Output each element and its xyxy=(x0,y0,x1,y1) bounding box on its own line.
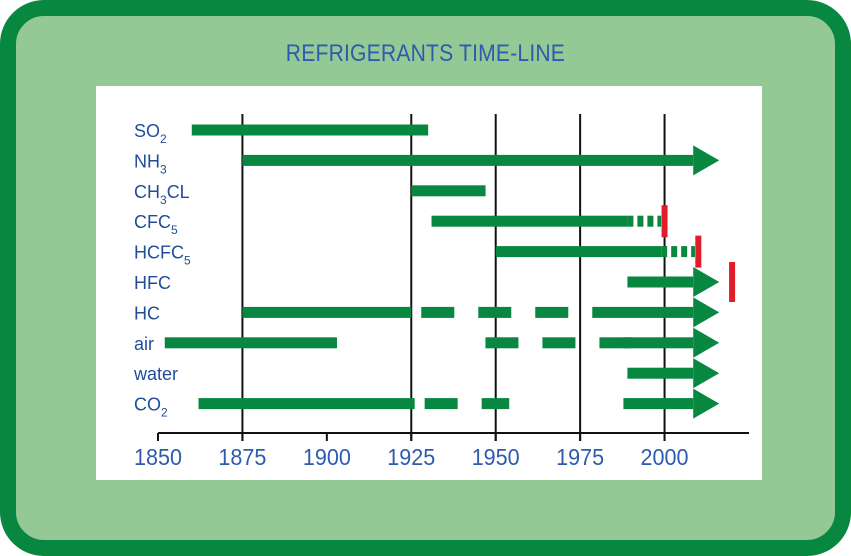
row-cfc5-bar-solid xyxy=(431,215,628,227)
row-co2-arrow-head xyxy=(693,388,720,419)
row-hfc-arrow-head xyxy=(693,267,720,297)
row-hcfc5-label: HCFC5 xyxy=(134,243,191,268)
row-hcfc5-bar-dash xyxy=(691,246,695,258)
row-label-subscript: 3 xyxy=(160,162,167,176)
row-label-main: air xyxy=(134,334,154,354)
row-label-main: water xyxy=(133,364,178,384)
row-air-bar-tail xyxy=(623,337,694,349)
row-nh3-bar-solid xyxy=(242,154,694,166)
row-cfc5-phaseout-marker xyxy=(661,205,668,238)
row-water-label: water xyxy=(133,364,178,384)
row-cfc5-bar-dash xyxy=(657,215,662,227)
chart-title: REFRIGERANTS TIME-LINE xyxy=(285,40,566,67)
x-tick-label-2000: 2000 xyxy=(641,444,689,470)
row-air-bar-dash xyxy=(485,337,519,349)
row-hcfc5-bar-dash xyxy=(681,246,688,258)
row-hcfc5-bar-dash xyxy=(661,246,668,258)
row-label-main: CO xyxy=(134,395,161,415)
row-label-main: HCFC xyxy=(134,243,184,263)
row-co2-label: CO2 xyxy=(134,395,168,420)
row-hc-bar-dash xyxy=(535,306,569,318)
row-label-main: CFC xyxy=(134,212,171,232)
row-water-arrow-head xyxy=(693,358,720,389)
row-air-bar-solid xyxy=(164,337,337,349)
row-ch3-cl-bar-solid xyxy=(411,185,486,197)
row-air-label: air xyxy=(134,334,154,354)
row-label-subscript: 5 xyxy=(171,223,178,237)
row-hc-bar-solid xyxy=(242,306,412,318)
row-label-subscript: 5 xyxy=(184,254,191,268)
row-label-subscript: 2 xyxy=(161,406,168,420)
row-hc-bar-tail xyxy=(623,306,694,318)
x-tick-label-1975: 1975 xyxy=(556,444,604,470)
row-label-suffix: CL xyxy=(167,182,190,202)
row-cfc5-bar-dash xyxy=(627,215,634,227)
x-tick-label-1950: 1950 xyxy=(472,444,520,470)
row-hc-bar-dash xyxy=(592,306,626,318)
row-co2-bar-dash xyxy=(424,398,458,410)
x-tick-label-1925: 1925 xyxy=(387,444,435,470)
row-hc-bar-dash xyxy=(478,306,512,318)
row-hcfc5-phaseout-marker xyxy=(695,235,702,268)
row-label-main: HC xyxy=(134,303,160,323)
row-label-main: HFC xyxy=(134,273,171,293)
row-label-subscript: 3 xyxy=(160,193,167,207)
row-ch3-cl-label: CH3CL xyxy=(134,182,190,207)
row-nh3-label: NH3 xyxy=(134,151,167,176)
row-hfc-bar-solid xyxy=(627,276,694,288)
row-hcfc5-bar-dash xyxy=(671,246,678,258)
row-hc-label: HC xyxy=(134,303,160,323)
row-hcfc5-bar-solid xyxy=(495,246,662,258)
row-hc-bar-dash xyxy=(421,306,455,318)
row-so2-bar-solid xyxy=(191,124,429,136)
x-tick-label-1850: 1850 xyxy=(134,444,182,470)
x-tick-label-1875: 1875 xyxy=(218,444,266,470)
row-cfc5-label: CFC5 xyxy=(134,212,178,237)
row-label-main: NH xyxy=(134,151,160,171)
row-water-bar-solid xyxy=(627,367,694,379)
row-nh3-arrow-head xyxy=(693,145,720,176)
row-air-arrow-head xyxy=(693,327,720,358)
row-air-bar-dash xyxy=(599,337,631,349)
row-co2-bar-dash xyxy=(481,398,510,410)
row-co2-bar-solid xyxy=(198,398,415,410)
x-tick-label-1900: 1900 xyxy=(303,444,351,470)
row-hfc-phaseout-marker xyxy=(729,262,736,302)
row-label-main: CH xyxy=(134,182,160,202)
row-cfc5-bar-dash xyxy=(637,215,644,227)
row-so2-label: SO2 xyxy=(134,121,167,146)
row-air-bar-dash xyxy=(542,337,576,349)
row-cfc5-bar-dash xyxy=(647,215,654,227)
row-label-main: SO xyxy=(134,121,160,141)
row-co2-bar-tail xyxy=(623,398,694,410)
row-hc-arrow-head xyxy=(693,297,720,328)
row-label-subscript: 2 xyxy=(160,132,167,146)
row-hfc-label: HFC xyxy=(134,273,171,293)
